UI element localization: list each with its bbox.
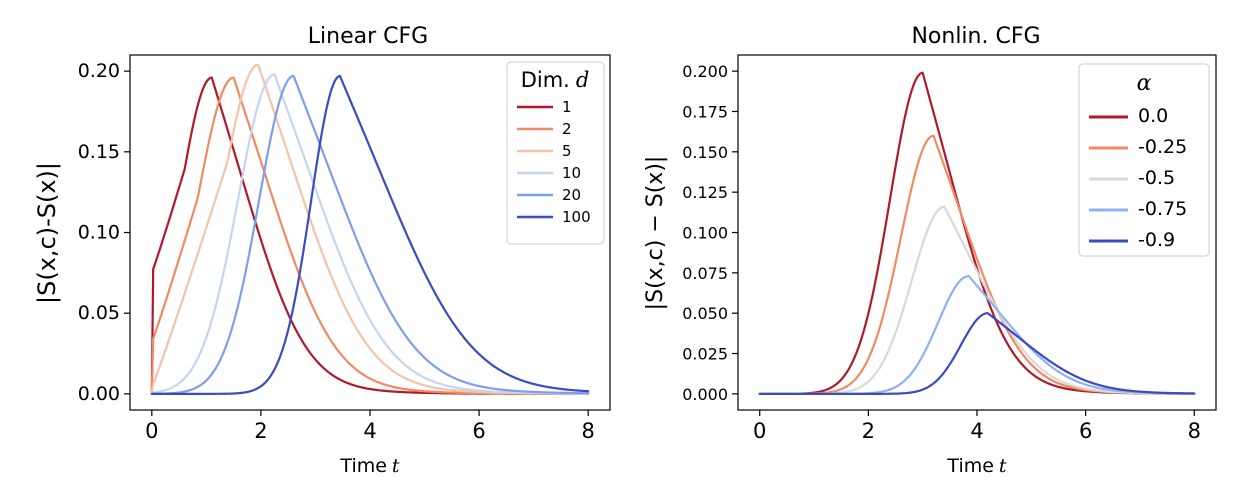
right-panel: Nonlin. CFG |S(x,c) − S(x)| Time t 0.0000… [643, 24, 1217, 477]
right-legend-label--0.5: -0.5 [1138, 167, 1175, 189]
left-xtick-label: 8 [581, 419, 594, 443]
right-y-ticks: 0.000 0.025 0.050 0.075 0.100 0.125 0.150 0.175… [682, 62, 738, 404]
right-xtick-label: 6 [1079, 419, 1092, 443]
left-series-line-20 [150, 74, 590, 395]
left-series-line-100 [150, 74, 590, 395]
right-ytick-label: 0.125 [682, 183, 728, 202]
right-xtick-label: 8 [1188, 419, 1201, 443]
right-xtick-label: 0 [753, 419, 766, 443]
right-legend-label--0.9: -0.9 [1138, 229, 1175, 251]
left-ytick-label: 0.10 [78, 222, 120, 244]
left-xlabel-var: t [392, 455, 400, 477]
left-legend-title: Dim. d [521, 68, 590, 92]
left-ytick-label: 0.00 [78, 383, 120, 405]
right-legend-label--0.75: -0.75 [1138, 198, 1187, 220]
left-legend-label-2: 2 [562, 120, 572, 138]
right-legend-entries: 0.0 -0.25 -0.5 -0.75 -0.9 [1089, 105, 1187, 251]
left-axes-frame [129, 54, 611, 411]
left-y-ticks: 0.00 0.05 0.10 0.15 0.20 [78, 60, 130, 405]
left-legend-title-text: Dim. [521, 68, 570, 92]
left-legend: Dim. d 1 2 5 10 20 100 [506, 61, 605, 245]
right-ylabel: |S(x,c) − S(x)| [643, 156, 668, 311]
left-legend-title-var: d [576, 68, 589, 92]
right-legend: α 0.0 -0.25 -0.5 -0.75 -0.9 [1078, 63, 1210, 257]
right-ytick-label: 0.100 [682, 224, 728, 243]
right-xlabel-text: Time [946, 455, 994, 477]
right-axes-frame [737, 54, 1217, 411]
right-x-ticks: 0 2 4 6 8 [753, 410, 1201, 443]
left-xlabel: Time t [339, 455, 400, 477]
right-ytick-label: 0.175 [682, 102, 728, 121]
right-ytick-label: 0.150 [682, 143, 728, 162]
right-ytick-label: 0.050 [682, 304, 728, 323]
left-ylabel: |S(x,c)-S(x)| [33, 162, 61, 304]
right-series-lines [758, 71, 1196, 395]
right-ytick-label: 0.025 [682, 345, 728, 364]
right-ytick-label: 0.200 [682, 62, 728, 81]
right-title: Nonlin. CFG [911, 24, 1040, 49]
left-ytick-label: 0.05 [78, 302, 120, 324]
right-series-line--0.9 [758, 312, 1196, 395]
left-ytick-label: 0.20 [78, 60, 120, 82]
right-legend-title: α [1137, 71, 1152, 96]
left-legend-label-1: 1 [562, 98, 572, 116]
left-legend-label-100: 100 [562, 208, 591, 226]
left-panel: Linear CFG |S(x,c)-S(x)| Time t 0.000.050… [33, 24, 611, 477]
right-legend-label-0.0: 0.0 [1138, 105, 1168, 127]
left-legend-label-10: 10 [562, 164, 581, 182]
left-xtick-label: 6 [472, 419, 485, 443]
left-legend-label-5: 5 [562, 142, 572, 160]
left-xtick-label: 0 [145, 419, 158, 443]
left-legend-label-20: 20 [562, 186, 581, 204]
left-title: Linear CFG [308, 24, 428, 49]
left-x-ticks: 0 2 4 6 8 [145, 410, 595, 443]
right-legend-box [1078, 63, 1210, 257]
right-ytick-label: 0.000 [682, 385, 728, 404]
left-xlabel-text: Time [339, 455, 387, 477]
left-ytick-label: 0.15 [78, 141, 120, 163]
left-xtick-label: 2 [254, 419, 267, 443]
left-legend-entries: 1 2 5 10 20 100 [517, 98, 591, 226]
right-series-line--0.75 [758, 274, 1196, 395]
right-xtick-label: 4 [970, 419, 983, 443]
right-xlabel-var: t [999, 455, 1007, 477]
right-xlabel: Time t [946, 455, 1007, 477]
left-series-line-10 [150, 73, 590, 395]
right-ytick-label: 0.075 [682, 264, 728, 283]
left-xtick-label: 4 [363, 419, 376, 443]
right-xtick-label: 2 [862, 419, 875, 443]
right-legend-label--0.25: -0.25 [1138, 136, 1187, 158]
left-series-lines [150, 63, 590, 395]
